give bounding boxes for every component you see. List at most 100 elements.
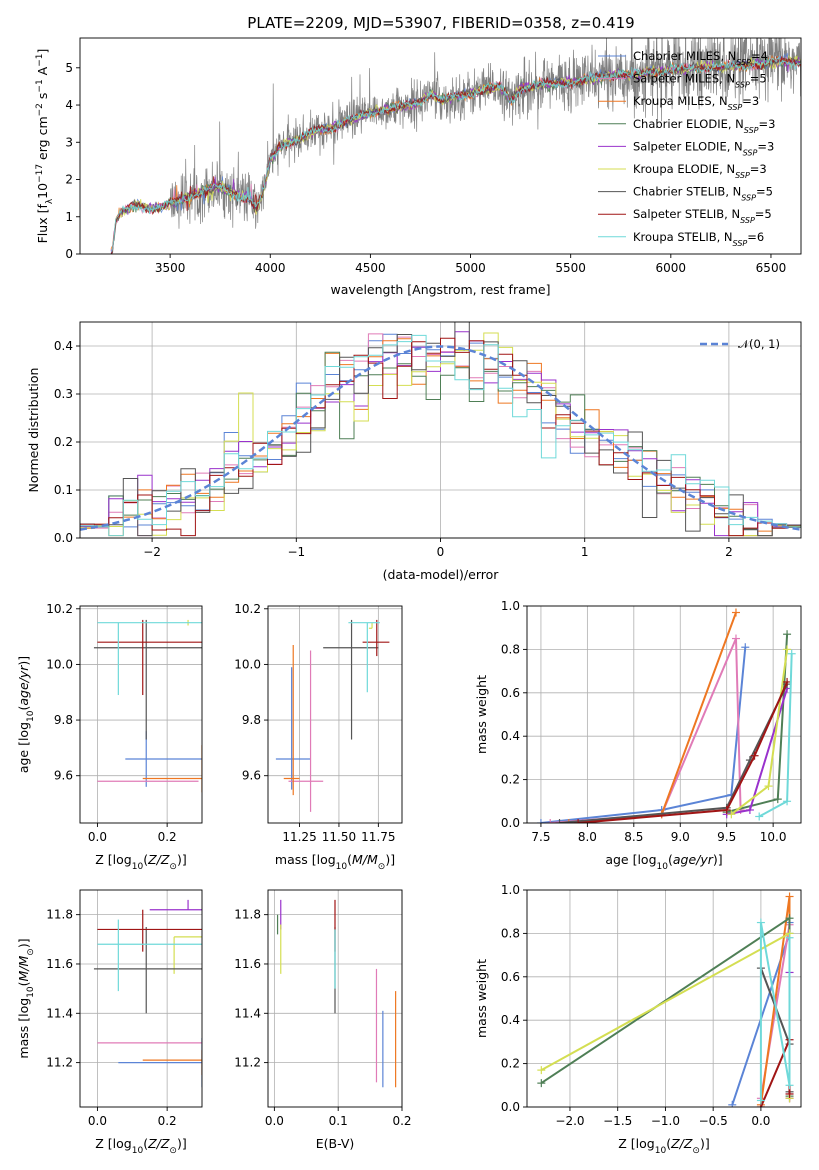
mass-vs-EBV-xtick-label: 0.1: [329, 1114, 348, 1128]
spectrum-xtick-label: 6000: [656, 261, 687, 275]
legend-entry: Salpeter MILES, NSSP=5: [633, 72, 767, 90]
spectrum-ylabel-part: A: [35, 66, 50, 79]
mass-vs-Z-ytick-label: 11.4: [46, 1006, 73, 1020]
residuals-ytick-label: 0.3: [54, 387, 73, 401]
spectrum-ylabel-part: erg cm: [35, 116, 50, 164]
mass-vs-Z-xtick-label: 0.2: [158, 1114, 177, 1128]
legend-entry-name: Chabrier MILES, N: [633, 49, 736, 63]
spectrum-ytick-label: 4: [65, 98, 73, 112]
residuals-ytick-label: 0.1: [54, 483, 73, 497]
legend-entry: Chabrier STELIB, NSSP=5: [633, 185, 773, 203]
age-vs-mass-ytick-label: 10.0: [234, 657, 261, 671]
age-vs-Z-axes: 0.0 0.29.69.810.010.2Z [log10(Z/Z⊙)]age […: [16, 602, 203, 872]
legend-entry-value: =3: [742, 94, 759, 108]
mass-vs-Z-xlabel-part: 10: [132, 1146, 144, 1156]
residual-histogram: [80, 337, 801, 537]
weight-vs-age-ytick-label: 0.2: [501, 773, 520, 787]
age-vs-Z-ylabel-part: )]: [16, 656, 31, 666]
age-vs-Z-xlabel-part: Z [log: [95, 852, 131, 867]
weight-vs-Z-frame: [526, 889, 802, 1108]
weight-vs-age-xtick-label: 9.0: [671, 830, 690, 844]
mass-vs-EBV-xlabel: E(B-V): [316, 1136, 355, 1151]
weight-vs-Z-ytick-label: 1.0: [501, 883, 520, 897]
mass-vs-Z-ytick-label: 11.6: [46, 957, 73, 971]
weight-vs-Z-xtick-label: −2.0: [555, 1114, 584, 1128]
mass-vs-Z-axes: 0.0 0.211.211.411.611.8Z [log10(Z/Z⊙)]mas…: [16, 889, 203, 1156]
mass-vs-Z-xlabel-part: (: [143, 1136, 148, 1151]
mass-vs-Z-ylabel-part: mass [log: [16, 998, 31, 1059]
weight-vs-age-ytick-label: 0.8: [501, 642, 520, 656]
legend-entry-value: =5: [750, 72, 767, 86]
age-vs-Z-xlabel: Z [log10(Z/Z⊙)]: [95, 852, 186, 872]
weight-line: [540, 647, 747, 823]
gaussian-curve: [80, 345, 801, 531]
mass-vs-Z-ylabel-part: 10: [26, 986, 36, 998]
spectrum-ytick-label: 0: [65, 247, 73, 261]
age-vs-Z-ytick-label: 10.2: [46, 602, 73, 616]
weight-vs-age-xtick-label: 10.0: [760, 830, 787, 844]
legend-entry-sub: SSP: [744, 125, 759, 134]
weight-vs-Z-xlabel-part: 10: [655, 1146, 667, 1156]
weight-vs-age-xtick-label: 8.5: [624, 830, 643, 844]
mass-vs-Z-xlabel: Z [log10(Z/Z⊙)]: [95, 1136, 186, 1156]
spectrum-xtick-label: 5000: [455, 261, 486, 275]
legend-entry-name: Chabrier STELIB, N: [633, 185, 741, 199]
weight-line: [550, 638, 742, 823]
age-vs-Z-frame: [79, 605, 203, 824]
weight-line: [568, 612, 737, 823]
legend-entry: Chabrier ELODIE, NSSP=3: [633, 117, 775, 135]
spectrum-ylabel-part: s: [35, 93, 50, 104]
legend-entry-sub: SSP: [741, 193, 756, 202]
weight-vs-Z-ylabel: mass weight: [474, 959, 489, 1038]
mass-vs-Z-ylabel-part: )]: [16, 938, 31, 948]
legend-entry-sub: SSP: [728, 103, 743, 112]
age-vs-Z-ylabel-part: (: [16, 706, 31, 711]
age-vs-Z-xlabel-part: Z/Z: [147, 852, 170, 867]
age-vs-Z-xlabel-part: (: [143, 852, 148, 867]
spectrum-xlabel: wavelength [Angstrom, rest frame]: [330, 282, 550, 297]
weight-vs-Z-plot-area: [537, 892, 794, 1107]
age-vs-mass-ytick-label: 9.6: [242, 769, 261, 783]
age-vs-mass-xlabel: mass [log10(M/M⊙)]: [275, 852, 395, 872]
mass-vs-EBV-ytick-label: 11.8: [234, 908, 261, 922]
age-vs-mass-xlabel-part: M/M: [352, 852, 378, 867]
legend-entry-sub: SSP: [743, 148, 758, 157]
weight-vs-age-xlabel-part: (: [668, 852, 673, 867]
legend-entry: Kroupa STELIB, NSSP=6: [633, 230, 764, 248]
spectrum-model-line: [110, 56, 801, 252]
weight-vs-Z-ytick-label: 0.6: [501, 970, 520, 984]
mass-vs-Z-xlabel-part: )]: [177, 1136, 187, 1151]
legend-entry-name: Salpeter STELIB, N: [633, 207, 740, 221]
mass-vs-Z-ytick-label: 11.2: [46, 1056, 73, 1070]
spectrum-ylabel-part: −2: [35, 103, 45, 116]
mass-vs-EBV-ytick-label: 11.2: [234, 1056, 261, 1070]
age-vs-mass-xlabel-part: 10: [336, 862, 348, 872]
spectrum-xtick-label: 3500: [155, 261, 186, 275]
residuals-xlabel: (data-model)/error: [383, 567, 500, 582]
legend-entry-sub: SSP: [735, 171, 750, 180]
weight-vs-age-ytick-label: 0.4: [501, 729, 520, 743]
weight-vs-Z-xtick-label: −0.5: [699, 1114, 728, 1128]
age-vs-Z-xlabel-part: ⊙: [169, 862, 177, 872]
spectrum-xtick-label: 4500: [355, 261, 386, 275]
weight-vs-Z-xlabel-part: ⊙: [692, 1146, 700, 1156]
weight-vs-Z-xtick-label: 0.0: [751, 1114, 770, 1128]
weight-line: [578, 681, 789, 823]
weight-vs-Z-xlabel-part: )]: [700, 1136, 710, 1151]
residuals-xtick-label: 0: [437, 545, 445, 559]
weight-vs-Z-xlabel-part: Z/Z: [670, 1136, 693, 1151]
legend-entry-value: =3: [757, 139, 774, 153]
spectrum-xtick-label: 5500: [555, 261, 586, 275]
legend-entry: Kroupa MILES, NSSP=3: [633, 94, 759, 112]
mass-vs-Z-xtick-label: 0.0: [88, 1114, 107, 1128]
age-vs-mass-ytick-label: 9.8: [242, 713, 261, 727]
age-vs-mass-axes: 11.25 11.50 11.75 9.6 9.8 10.0 10.2 mass [log10…: [234, 602, 403, 872]
spectrum-ylabel: Flux [fλ10−17 erg cm−2 s−1 A−1]: [35, 49, 55, 244]
spectrum-ylabel-part: −1: [35, 79, 45, 92]
mass-vs-Z-xlabel-part: Z [log: [95, 1136, 131, 1151]
spectrum-frame: [79, 37, 802, 255]
residuals-ytick-label: 0.2: [54, 435, 73, 449]
spectrum-ylabel-part: −1: [35, 54, 45, 67]
spectrum-ytick-label: 3: [65, 135, 73, 149]
